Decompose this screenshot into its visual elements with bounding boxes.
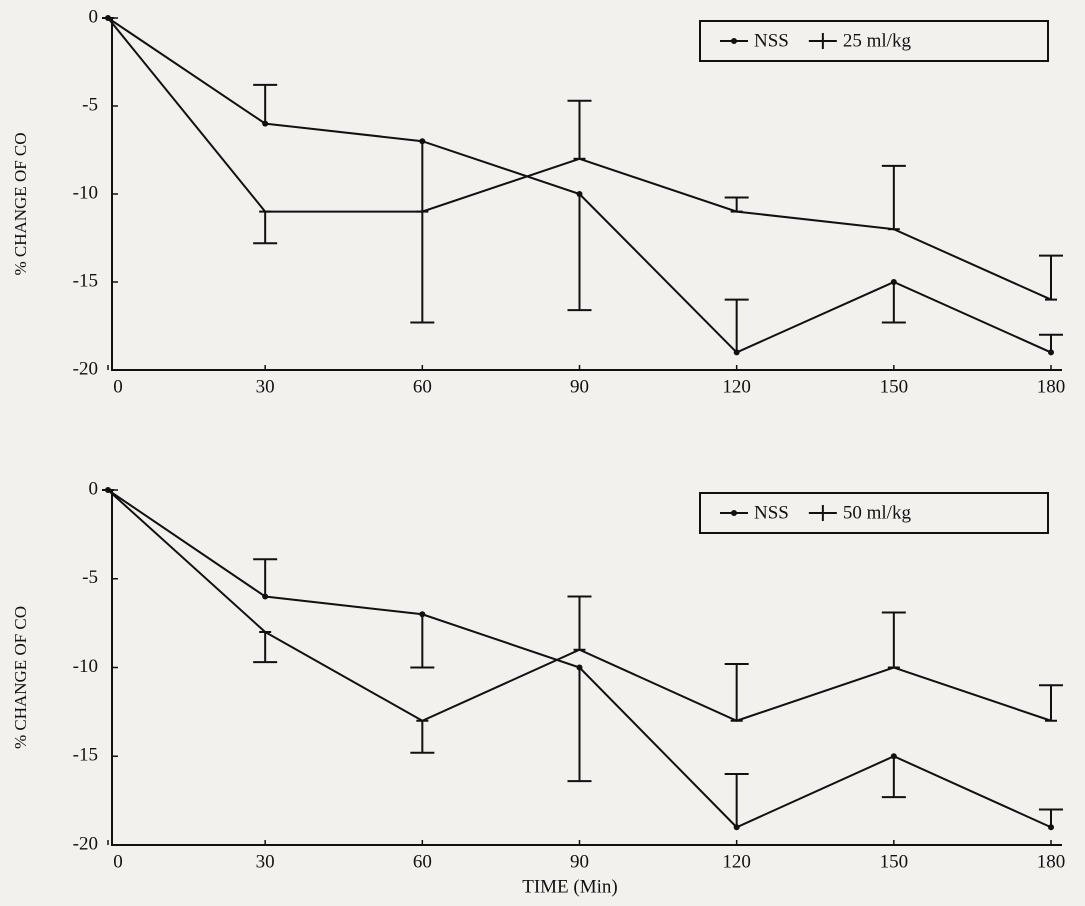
error-bar — [568, 101, 592, 159]
error-bar — [882, 282, 906, 322]
x-tick-label: 180 — [1037, 851, 1066, 872]
legend-label: NSS — [754, 30, 789, 51]
chart-panel: 0 -5 -10 -15 -20 0 30 60 90 120 150 180 % CHANGE OF … — [11, 6, 1065, 397]
x-tick-label: 60 — [413, 376, 432, 397]
legend-label: NSS — [754, 502, 789, 523]
error-bar — [410, 614, 434, 667]
error-bar — [882, 612, 906, 667]
y-tick-label: 0 — [89, 6, 99, 27]
error-bar — [882, 756, 906, 797]
legend-label: 25 ml/kg — [843, 30, 912, 51]
x-tick-label: 90 — [570, 376, 589, 397]
y-tick-label: -5 — [82, 567, 98, 588]
error-bar — [253, 212, 277, 244]
y-axis-label: % CHANGE OF CO — [11, 606, 30, 749]
error-bar — [1039, 256, 1063, 300]
error-bar — [1039, 685, 1063, 721]
y-tick-label: -15 — [73, 745, 98, 766]
y-tick-label: -5 — [82, 94, 98, 115]
legend-label: 50 ml/kg — [843, 502, 912, 523]
figure: 0 -5 -10 -15 -20 0 30 60 90 120 150 180 % CHANGE OF … — [0, 0, 1085, 906]
error-bar — [882, 166, 906, 229]
error-bar — [568, 668, 592, 782]
error-bar — [725, 664, 749, 721]
x-tick-label: 60 — [413, 851, 432, 872]
y-tick-label: 0 — [89, 478, 99, 499]
x-tick-label: 30 — [256, 376, 275, 397]
legend-marker — [731, 510, 737, 516]
y-tick-label: -15 — [73, 270, 98, 291]
x-tick-label: 150 — [880, 376, 909, 397]
error-bar — [568, 597, 592, 650]
x-tick-label: 90 — [570, 851, 589, 872]
x-tick-label: 120 — [722, 851, 751, 872]
x-tick-label: 30 — [256, 851, 275, 872]
axes — [112, 18, 1062, 370]
error-bar — [410, 141, 434, 322]
y-axis-label: % CHANGE OF CO — [11, 132, 30, 275]
error-bar — [410, 721, 434, 753]
error-bar — [568, 194, 592, 310]
error-bar — [1039, 810, 1063, 828]
x-tick-label: 180 — [1037, 376, 1066, 397]
y-tick-label: -10 — [73, 182, 98, 203]
x-tick-label: 0 — [113, 376, 123, 397]
chart-panel: 0 -5 -10 -15 -20 0 30 60 90 120 150 180 % CHANGE OF … — [11, 478, 1065, 897]
y-tick-label: -20 — [73, 358, 98, 379]
x-tick-label: 120 — [722, 376, 751, 397]
error-bar — [1039, 335, 1063, 353]
legend-marker — [731, 38, 737, 44]
y-tick-label: -10 — [73, 656, 98, 677]
x-tick-label: 0 — [113, 851, 123, 872]
axes — [112, 490, 1062, 845]
page: {"chart_data": [ {"type": "line", "ylabe… — [0, 0, 1085, 906]
x-axis-label: TIME (Min) — [522, 876, 618, 897]
x-tick-label: 150 — [880, 851, 909, 872]
y-tick-label: -20 — [73, 833, 98, 854]
